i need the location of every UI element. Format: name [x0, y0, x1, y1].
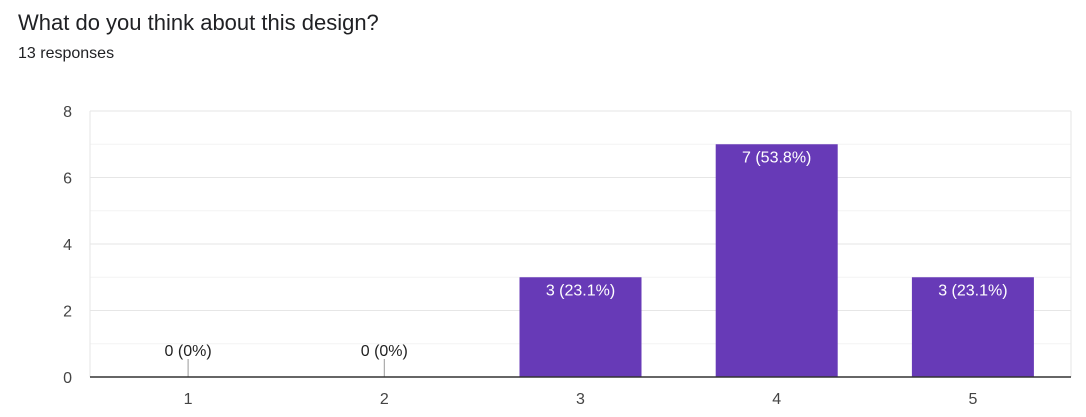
data-label-5: 3 (23.1%)	[938, 282, 1007, 299]
x-tick-label: 5	[968, 391, 977, 408]
bar-5	[911, 277, 1034, 377]
response-count: 13 responses	[18, 45, 115, 62]
bar-3	[519, 277, 642, 377]
x-tick-label: 4	[772, 391, 781, 408]
y-tick-label: 0	[63, 370, 72, 387]
data-label-3: 3 (23.1%)	[546, 282, 615, 299]
y-tick-label: 8	[63, 104, 72, 121]
chart-title: What do you think about this design?	[18, 10, 379, 35]
bar-4	[715, 144, 838, 377]
data-label-2: 0 (0%)	[361, 343, 408, 360]
x-tick-label: 2	[380, 391, 389, 408]
y-tick-label: 6	[63, 171, 72, 188]
x-tick-label: 1	[184, 391, 193, 408]
data-label-4: 7 (53.8%)	[742, 149, 811, 166]
y-tick-label: 4	[63, 237, 72, 254]
y-tick-label: 2	[63, 304, 72, 321]
data-label-1: 0 (0%)	[165, 343, 212, 360]
x-tick-label: 3	[576, 391, 585, 408]
